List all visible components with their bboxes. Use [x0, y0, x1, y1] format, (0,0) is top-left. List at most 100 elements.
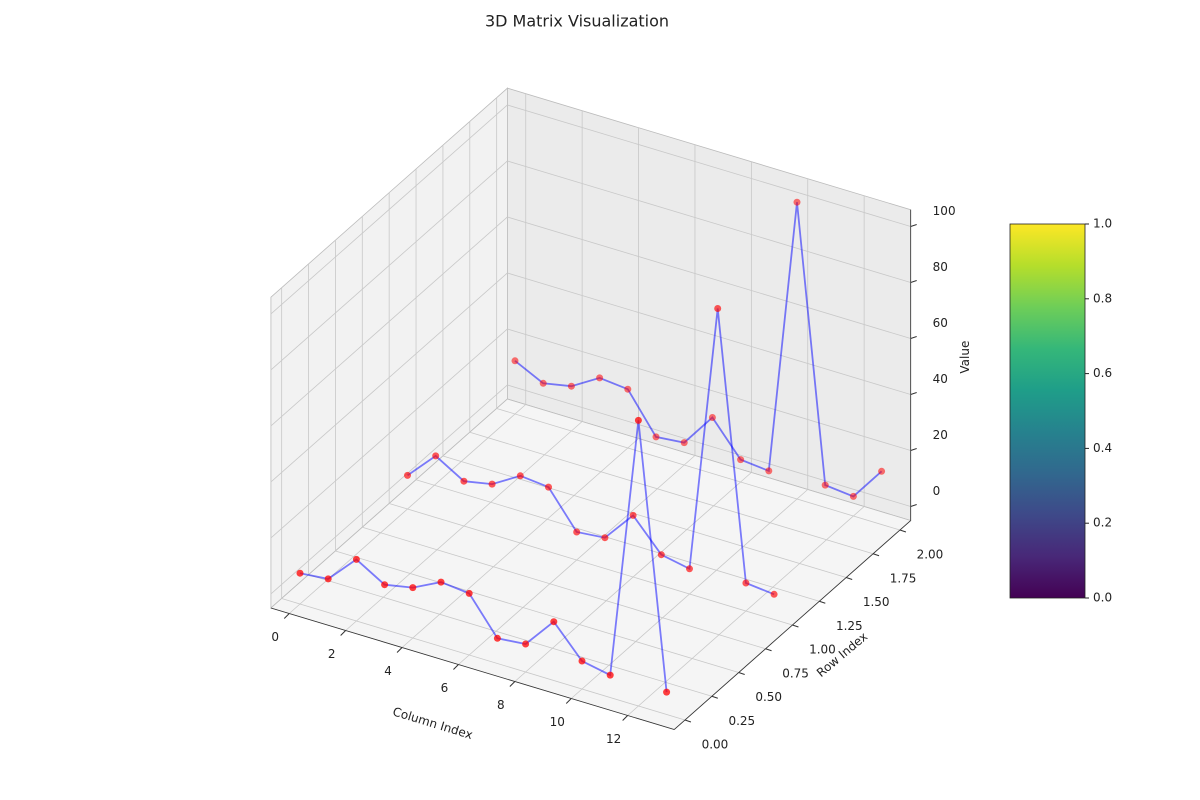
colorbar-tick-label: 1.0 — [1093, 217, 1112, 231]
point — [737, 456, 745, 464]
x-tick — [396, 647, 403, 653]
y-tick — [872, 553, 880, 557]
y-tick — [711, 695, 718, 699]
y-tick-label: 0.50 — [755, 690, 782, 704]
y-tick — [684, 719, 692, 723]
grid-line — [507, 384, 911, 507]
grid-line — [270, 104, 508, 315]
x-tick-label: 8 — [497, 698, 505, 712]
grid-line — [270, 272, 508, 483]
y-tick — [899, 529, 907, 533]
x-tick — [509, 681, 516, 687]
point — [437, 578, 445, 586]
point — [409, 584, 417, 592]
z-tick — [910, 448, 917, 451]
point — [663, 688, 671, 696]
grid-line — [270, 160, 508, 371]
point — [624, 385, 632, 393]
chart-title: 3D Matrix Visualization — [485, 12, 669, 31]
point — [573, 528, 581, 536]
grid-line — [442, 455, 847, 578]
z-tick-label: 100 — [933, 204, 956, 218]
y-tick-label: 1.75 — [890, 571, 917, 585]
y-tick — [738, 672, 745, 675]
point — [770, 590, 778, 598]
point — [629, 511, 637, 519]
series-line — [514, 202, 883, 498]
grid-line — [469, 431, 874, 555]
y-tick — [792, 624, 799, 628]
colorbar-tick-label: 0.4 — [1093, 441, 1112, 455]
z-tick — [910, 336, 917, 339]
y-tick-label: 2.00 — [917, 548, 944, 562]
point — [324, 575, 332, 583]
point — [849, 492, 857, 500]
point — [493, 634, 501, 642]
z-tick — [910, 280, 917, 283]
x-tick — [453, 664, 459, 670]
y-tick-label: 1.25 — [836, 619, 863, 633]
point — [652, 433, 660, 441]
y-tick-label: 0.00 — [702, 738, 729, 752]
y-tick — [846, 577, 853, 580]
point — [657, 551, 665, 559]
point — [352, 555, 360, 563]
point — [381, 581, 389, 589]
point — [488, 480, 496, 488]
point — [742, 579, 750, 587]
x-tick — [565, 698, 572, 704]
point — [578, 657, 586, 665]
grid-line — [507, 104, 911, 227]
point — [545, 483, 552, 491]
z-tick — [910, 224, 917, 227]
z-tick — [910, 392, 917, 395]
x-axis-label: Column Index — [391, 704, 474, 742]
z-axis-label: Value — [958, 341, 972, 374]
x-tick-label: 4 — [384, 664, 392, 678]
series-line — [299, 420, 668, 693]
point — [465, 589, 473, 597]
point — [567, 382, 575, 390]
point — [511, 357, 519, 365]
point — [680, 439, 688, 447]
colorbar-tick-label: 0.8 — [1093, 291, 1112, 305]
y-tick — [765, 648, 772, 652]
x-tick-label: 10 — [550, 715, 565, 729]
point — [606, 671, 614, 679]
point — [596, 374, 604, 382]
grid-line — [335, 550, 739, 673]
z-tick-label: 20 — [933, 428, 948, 442]
x-tick-label: 12 — [606, 732, 621, 746]
grid-line — [270, 216, 508, 427]
point — [821, 481, 829, 489]
grid-line — [362, 526, 766, 650]
x-tick-label: 6 — [441, 681, 449, 695]
colorbar-tick-label: 0.0 — [1093, 591, 1112, 605]
point — [765, 467, 773, 475]
grid-line — [496, 408, 901, 531]
x-tick — [622, 715, 629, 721]
z-tick — [910, 504, 917, 507]
grid-line — [270, 384, 508, 595]
point — [634, 416, 642, 424]
x-tick-label: 0 — [271, 630, 279, 644]
z-tick-label: 40 — [933, 372, 948, 386]
grid-line — [389, 503, 793, 626]
x-tick-label: 2 — [328, 647, 336, 661]
y-tick-label: 0.75 — [782, 666, 809, 680]
point — [516, 472, 524, 480]
z-tick-label: 60 — [933, 316, 948, 330]
axis-line — [270, 607, 675, 730]
grid-line — [270, 328, 508, 539]
grid-line — [507, 216, 911, 339]
axis-line — [673, 520, 911, 730]
z-tick-label: 80 — [933, 260, 948, 274]
point — [878, 467, 886, 475]
grid-line — [507, 160, 911, 283]
y-tick-label: 1.00 — [809, 643, 836, 657]
point — [686, 565, 693, 573]
colorbar-tick-label: 0.2 — [1093, 516, 1112, 530]
point — [539, 379, 547, 387]
series-line — [406, 308, 775, 596]
